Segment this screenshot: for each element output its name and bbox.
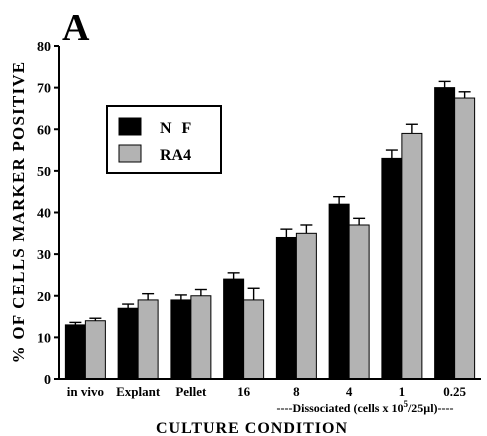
x-axis-ticks: in vivo Explant Pellet 16 8 4 1 0.25 — [67, 384, 467, 399]
bar-nf-1 — [117, 307, 139, 380]
bar-nf-5 — [328, 203, 350, 380]
group-label-superscript: 5 — [403, 399, 408, 409]
x-tick-label: in vivo — [67, 384, 104, 399]
x-tick-label: Explant — [116, 384, 161, 399]
y-tick-label: 0 — [44, 373, 51, 388]
bar-ra4-4 — [295, 232, 317, 380]
bar-ra4-6 — [401, 132, 423, 380]
panel-label: A — [62, 7, 90, 49]
bar-nf-6 — [381, 157, 403, 380]
y-axis-ticks: 0 10 20 30 40 50 60 70 80 — [37, 40, 59, 388]
y-tick-label: 80 — [37, 40, 51, 55]
bars — [64, 80, 476, 380]
bar-ra4-1 — [137, 299, 159, 380]
x-tick-label: 16 — [237, 384, 251, 399]
bar-ra4-7 — [454, 97, 476, 380]
legend-swatch-ra4 — [118, 144, 142, 163]
legend-swatch-nf — [118, 117, 142, 136]
y-tick-label: 20 — [37, 290, 51, 305]
bar-nf-0 — [64, 324, 86, 380]
y-tick-label: 40 — [37, 207, 51, 222]
bar-ra4-5 — [348, 224, 370, 380]
group-label: ----Dissociated (cells x 105/25µl)---- — [276, 399, 453, 415]
y-axis-label: % OF CELLS MARKER POSITIVE — [9, 61, 28, 364]
y-tick-label: 50 — [37, 165, 51, 180]
x-tick-label: Pellet — [175, 384, 207, 399]
x-tick-label: 1 — [399, 384, 406, 399]
x-tick-label: 0.25 — [443, 384, 466, 399]
bar-nf-4 — [275, 236, 297, 380]
x-tick-label: 8 — [293, 384, 300, 399]
legend: N F RA4 — [106, 105, 222, 174]
y-tick-label: 60 — [37, 123, 51, 138]
legend-label-nf: N F — [160, 120, 194, 137]
bar-nf-7 — [434, 87, 456, 380]
bar-ra4-3 — [243, 299, 265, 380]
legend-label-ra4: RA4 — [160, 147, 191, 164]
bar-ra4-0 — [84, 320, 106, 380]
group-label-suffix: /25µl)---- — [407, 401, 454, 415]
y-tick-label: 10 — [37, 331, 51, 346]
x-axis-label: CULTURE CONDITION — [156, 420, 348, 436]
y-tick-label: 70 — [37, 82, 51, 97]
bar-nf-2 — [170, 299, 192, 380]
x-tick-label: 4 — [346, 384, 353, 399]
bar-ra4-2 — [190, 295, 212, 380]
bar-nf-3 — [223, 278, 245, 380]
group-label-prefix: ----Dissociated (cells x 10 — [276, 401, 403, 415]
y-tick-label: 30 — [37, 248, 51, 263]
